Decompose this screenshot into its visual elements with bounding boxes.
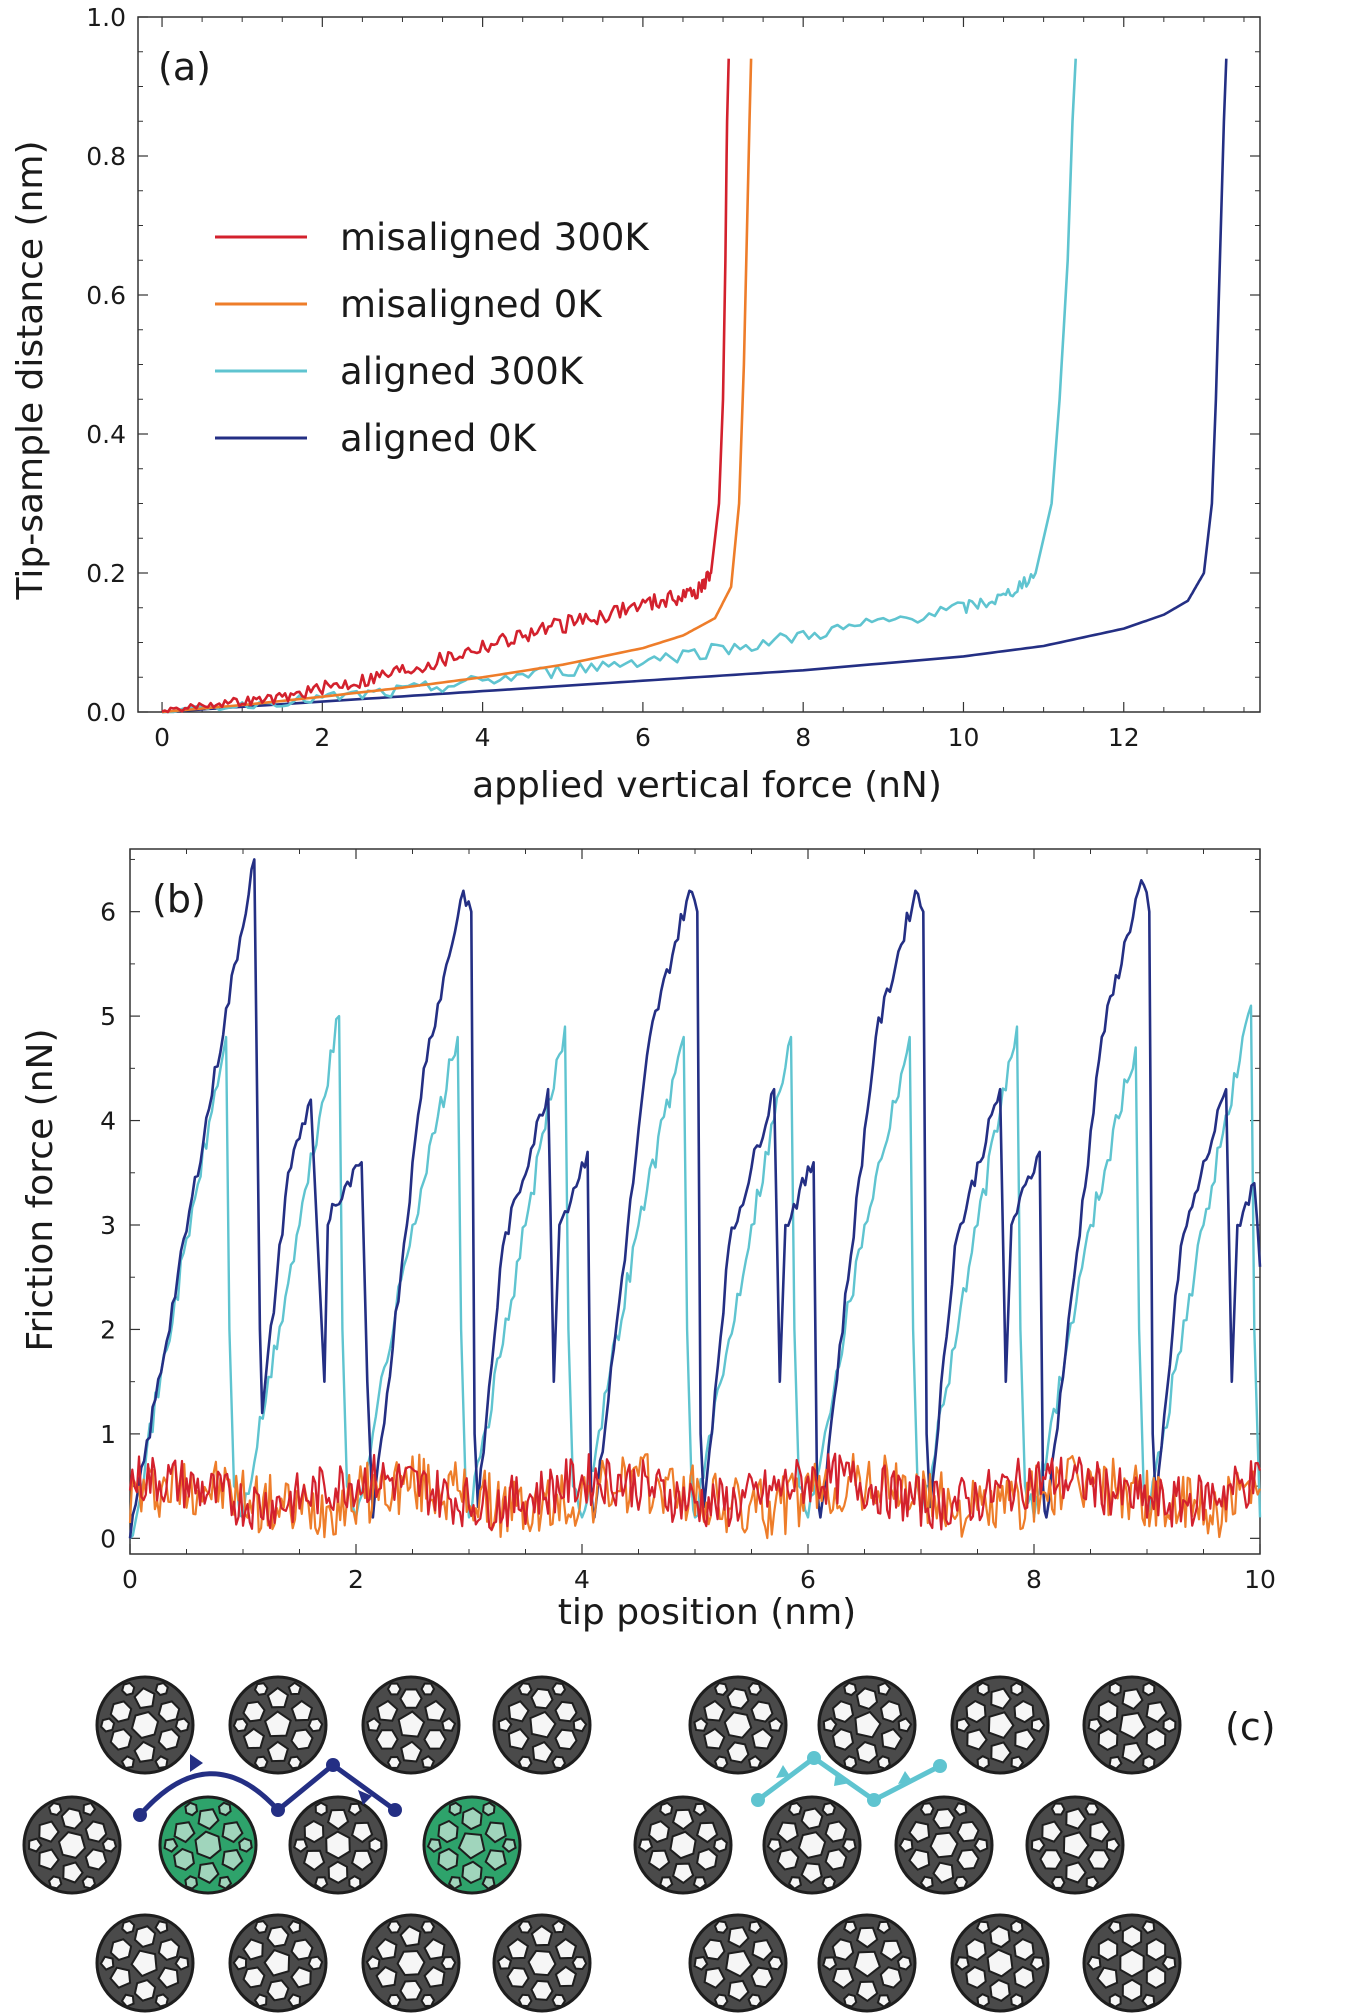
- x-tick-label: 10: [948, 723, 980, 752]
- series-line-misaligned-0K: [161, 58, 753, 714]
- panel-a-frame: [137, 16, 1261, 713]
- fullerene-molecule: [1082, 1913, 1182, 2013]
- panel-a-ylabel: Tip-sample distance (nm): [10, 140, 51, 600]
- x-tick-label: 6: [635, 723, 651, 752]
- legend-label: aligned 0K: [340, 417, 538, 460]
- y-tick-label: 6: [100, 898, 116, 927]
- legend-label: misaligned 300K: [340, 216, 650, 259]
- fullerene-molecule: [95, 1675, 195, 1775]
- path-node: [867, 1793, 881, 1807]
- panel-b-label: (b): [152, 877, 206, 921]
- series-line-misaligned-300K: [161, 58, 730, 714]
- x-tick-label: 8: [795, 723, 811, 752]
- fullerene-molecule: [22, 1795, 122, 1895]
- legend: misaligned 300K misaligned 0K aligned 300K…: [215, 216, 650, 460]
- x-tick-label: 2: [314, 723, 330, 752]
- x-tick-label: 4: [475, 723, 491, 752]
- fullerene-molecule: [158, 1795, 258, 1895]
- panel-a-label: (a): [158, 45, 211, 89]
- series-line-aligned-0K: [128, 858, 1262, 1539]
- panel-b-series: [128, 858, 1262, 1540]
- x-tick-label: 0: [154, 723, 170, 752]
- fullerene-molecule: [762, 1795, 862, 1895]
- fullerene-molecule: [950, 1675, 1050, 1775]
- path-node: [807, 1751, 821, 1765]
- fullerene-molecule: [894, 1795, 994, 1895]
- y-tick-label: 0.8: [86, 142, 126, 171]
- x-tick-label: 4: [574, 1565, 590, 1594]
- series-line-aligned-300K: [129, 1004, 1262, 1540]
- fullerene-molecule: [95, 1913, 195, 2013]
- fullerene-molecule: [228, 1675, 328, 1775]
- panel-c-label: (c): [1225, 1705, 1276, 1749]
- panel-a-series: [161, 58, 1228, 714]
- x-tick-label: 12: [1108, 723, 1140, 752]
- path-node: [388, 1803, 402, 1817]
- y-tick-label: 0.6: [86, 281, 126, 310]
- x-tick-label: 10: [1244, 1565, 1276, 1594]
- fullerene-molecule: [817, 1675, 917, 1775]
- fullerene-molecule: [361, 1675, 461, 1775]
- fullerene-molecule: [288, 1795, 388, 1895]
- y-tick-label: 0.4: [86, 420, 126, 449]
- x-tick-label: 0: [122, 1565, 138, 1594]
- panel-a-xlabel: applied vertical force (nN): [472, 765, 942, 806]
- panel-b-ylabel: Friction force (nN): [20, 1028, 61, 1351]
- path-arrow-icon: [898, 1771, 912, 1784]
- fullerene-molecule: [492, 1913, 592, 2013]
- path-arrow-icon: [358, 1790, 372, 1805]
- y-tick-label: 5: [100, 1002, 116, 1031]
- path-node: [271, 1803, 285, 1817]
- panel-a: 0 2 4 6 8 10 12 0.0 0.2 0.4 0.6 0.8 1.0 (a) applied …: [10, 3, 1261, 806]
- fullerene-molecule: [817, 1913, 917, 2013]
- fullerene-molecule: [950, 1913, 1050, 2013]
- path-arrow-icon: [834, 1772, 850, 1786]
- fullerene-molecule: [688, 1913, 788, 2013]
- series-line-misaligned-300K: [128, 1452, 1262, 1531]
- molecule-lattice: [22, 1675, 1182, 2013]
- y-tick-label: 0.0: [86, 698, 126, 727]
- x-tick-label: 2: [348, 1565, 364, 1594]
- series-line-misaligned-0K: [128, 1452, 1262, 1540]
- path-node: [933, 1759, 947, 1773]
- sliding-paths: [133, 1751, 947, 1822]
- fullerene-molecule: [361, 1913, 461, 2013]
- y-tick-label: 2: [100, 1315, 116, 1344]
- series-line-aligned-0K: [161, 58, 1228, 714]
- panel-b-xlabel: tip position (nm): [558, 1592, 856, 1633]
- legend-label: misaligned 0K: [340, 283, 603, 326]
- panel-a-ticks: 0 2 4 6 8 10 12 0.0 0.2 0.4 0.6 0.8 1.0: [86, 3, 1260, 752]
- fullerene-molecule: [1082, 1675, 1182, 1775]
- y-tick-label: 1: [100, 1420, 116, 1449]
- y-tick-label: 4: [100, 1107, 116, 1136]
- y-tick-label: 1.0: [86, 3, 126, 32]
- legend-label: aligned 300K: [340, 350, 585, 393]
- panel-b-ticks: 0 2 4 6 8 10 0 1 2 3 4 5 6: [100, 849, 1276, 1594]
- panel-c: (c): [22, 1675, 1276, 2013]
- y-tick-label: 0: [100, 1524, 116, 1553]
- fullerene-molecule: [492, 1675, 592, 1775]
- series-line-aligned-300K: [162, 58, 1077, 714]
- x-tick-label: 6: [800, 1565, 816, 1594]
- y-tick-label: 0.2: [86, 559, 126, 588]
- fullerene-molecule: [422, 1795, 522, 1895]
- panel-b-frame: [129, 848, 1261, 1555]
- fullerene-molecule: [633, 1795, 733, 1895]
- fullerene-molecule: [688, 1675, 788, 1775]
- path-arrow-icon: [190, 1754, 203, 1772]
- fullerene-molecule: [1025, 1795, 1125, 1895]
- panel-b: 0 2 4 6 8 10 0 1 2 3 4 5 6 (b) tip position (nm) Fri…: [20, 848, 1276, 1633]
- path-node: [133, 1808, 147, 1822]
- path-arrow-icon: [776, 1765, 790, 1778]
- x-tick-label: 8: [1026, 1565, 1042, 1594]
- path-node: [326, 1758, 340, 1772]
- path-node: [751, 1793, 765, 1807]
- fullerene-molecule: [228, 1913, 328, 2013]
- y-tick-label: 3: [100, 1211, 116, 1240]
